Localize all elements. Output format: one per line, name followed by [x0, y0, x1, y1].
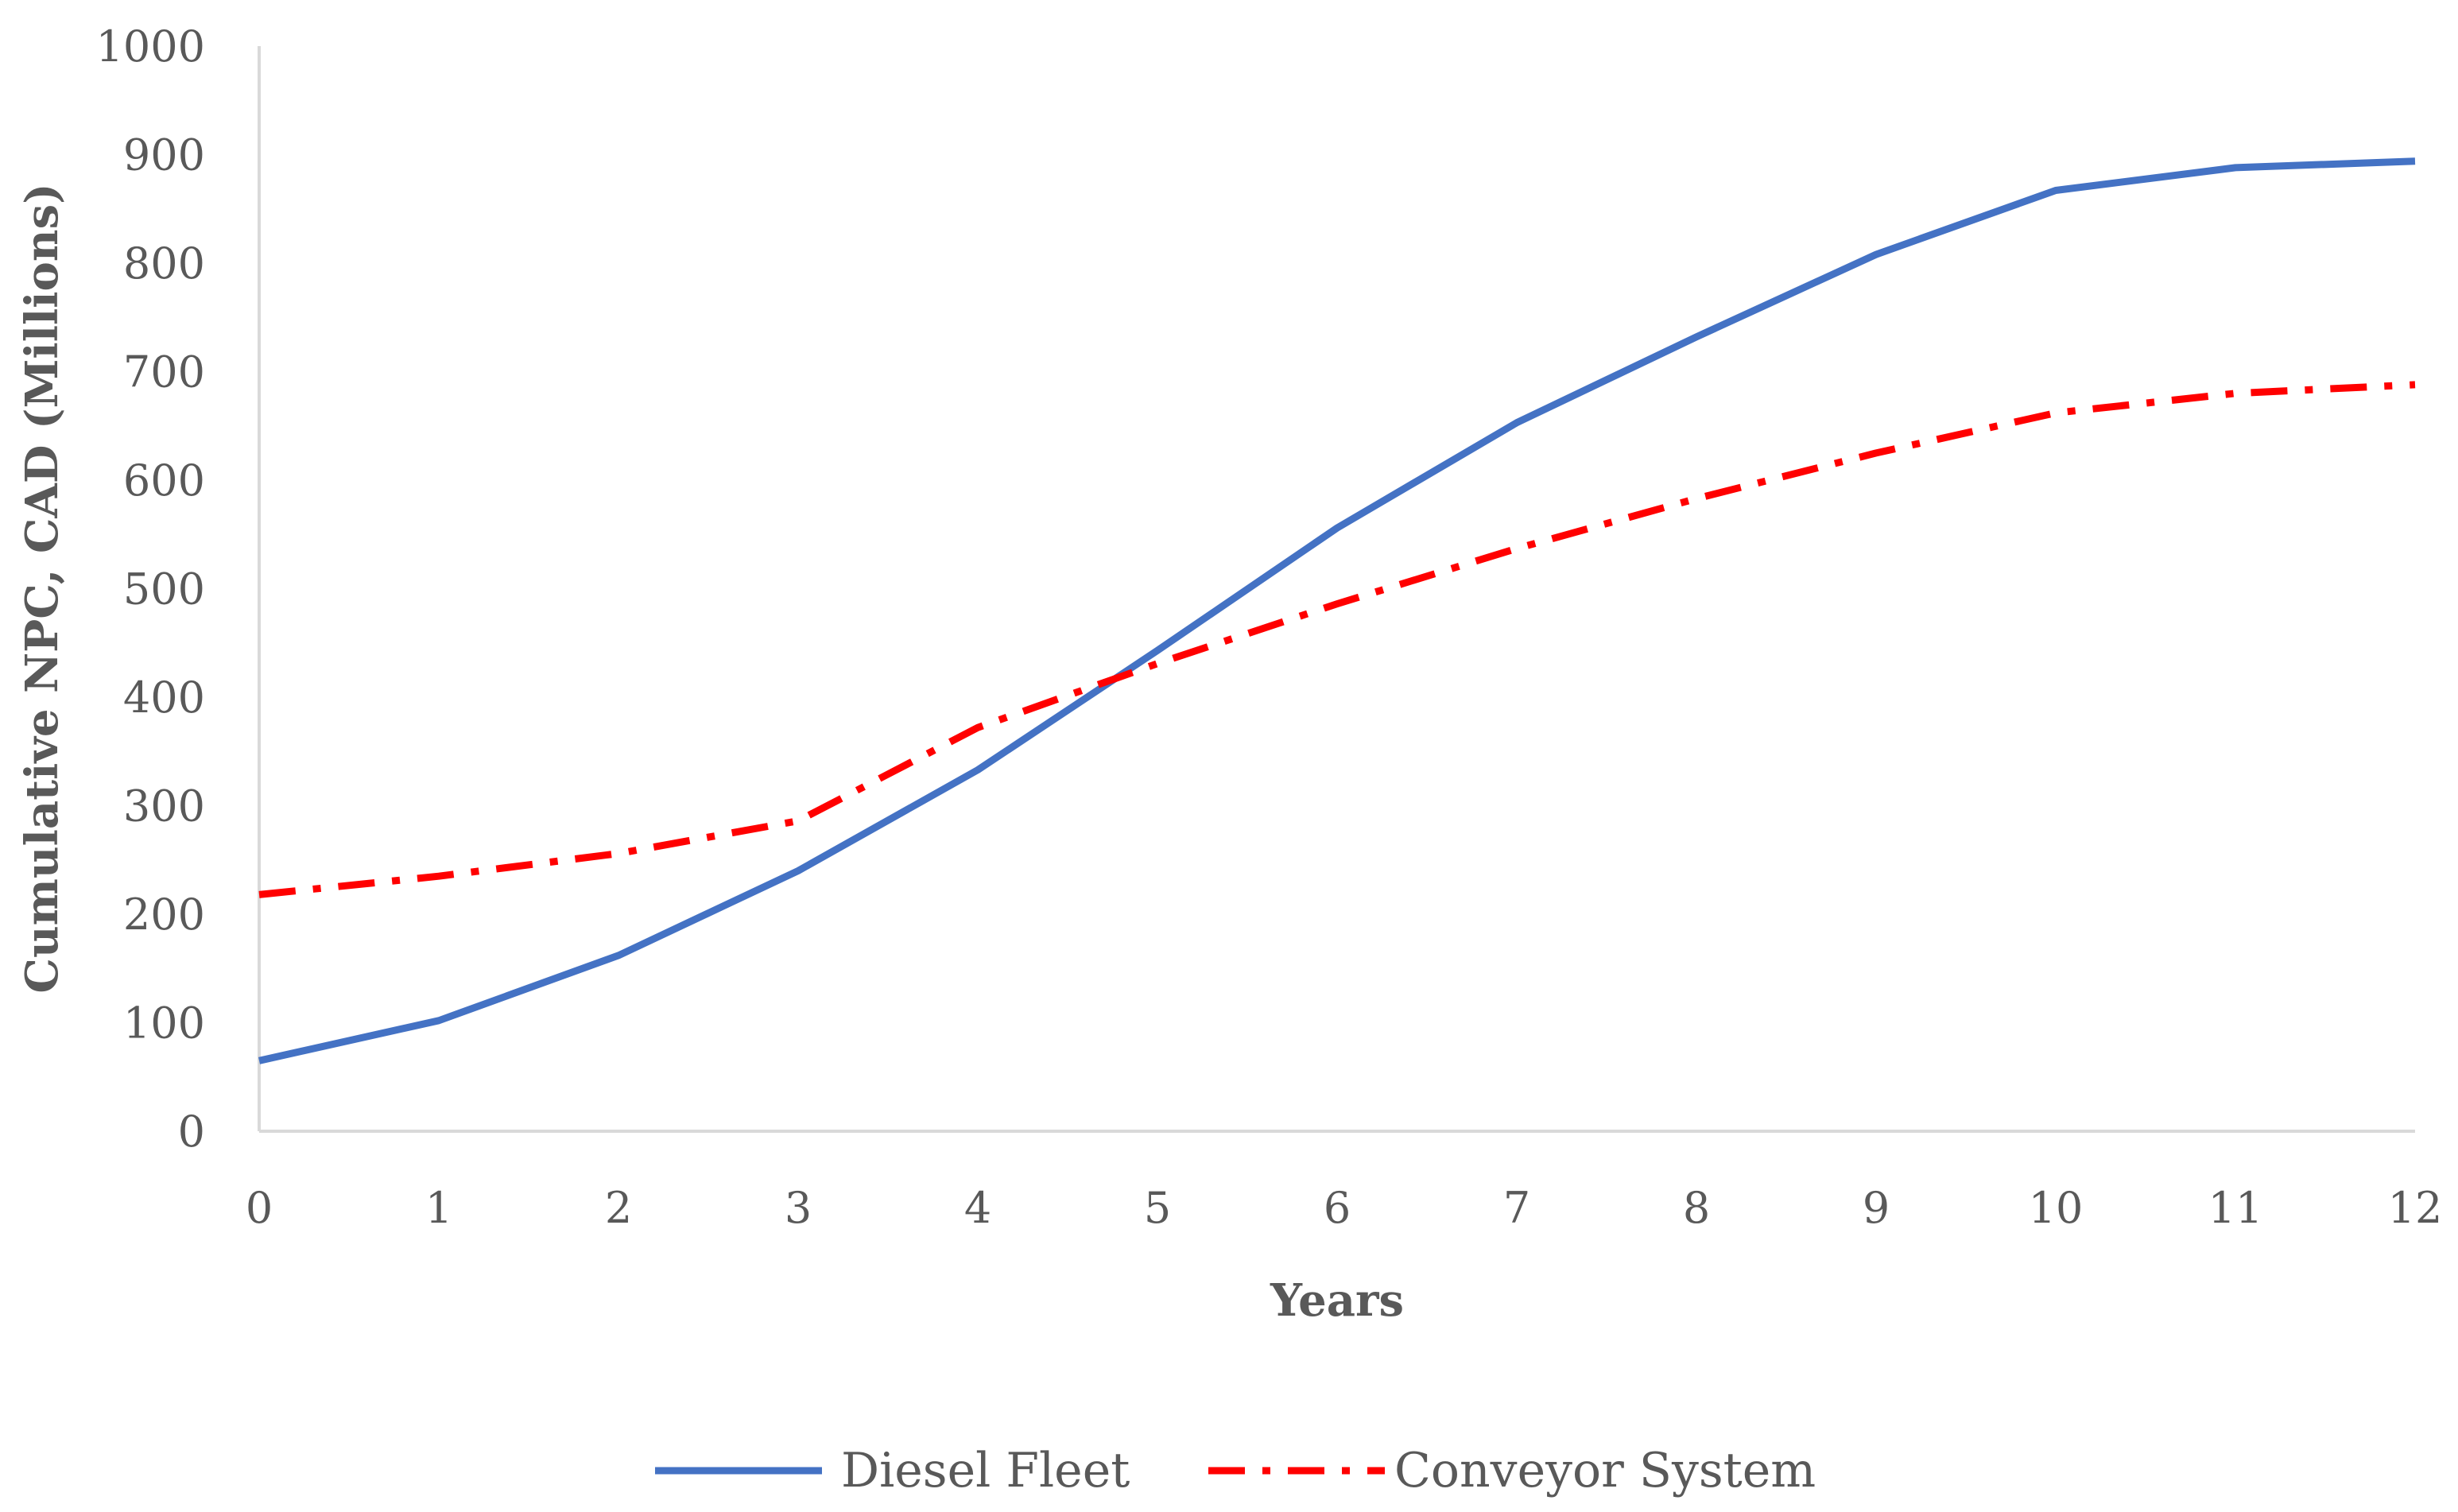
x-tick-label: 2 — [605, 1183, 632, 1233]
y-tick-label: 300 — [123, 781, 205, 832]
series-layer — [258, 157, 2416, 1064]
x-tick-label: 1 — [425, 1183, 452, 1233]
y-tick-label: 500 — [123, 564, 205, 614]
y-tick-label: 800 — [123, 238, 205, 289]
x-tick-label: 8 — [1683, 1183, 1710, 1233]
y-tick-label: 100 — [123, 998, 205, 1049]
x-tick-label: 0 — [246, 1183, 273, 1233]
y-tick-label: 400 — [123, 673, 205, 723]
y-tick-label: 600 — [123, 456, 205, 506]
x-tick-label: 7 — [1503, 1183, 1530, 1233]
x-tick-label: 12 — [2388, 1183, 2443, 1233]
y-tick-label: 200 — [123, 890, 205, 940]
x-tick-label: 9 — [1863, 1183, 1890, 1233]
y-axis-title: Cumulative NPC, CAD (Millions) — [16, 183, 68, 993]
x-tick-label: 5 — [1144, 1183, 1171, 1233]
x-tick-label: 10 — [2029, 1183, 2084, 1233]
y-tick-label: 900 — [123, 130, 205, 180]
y-tick-labels: 0 100 200 300 400 500 600 700 800 900 1000 — [96, 21, 205, 1157]
x-tick-labels: 0 1 2 3 4 5 6 7 8 9 10 11 12 — [246, 1183, 2443, 1233]
y-tick-label: 0 — [178, 1107, 205, 1157]
series-line-conveyor-system — [258, 381, 2416, 898]
legend: Diesel Fleet Conveyor System — [655, 1443, 1816, 1498]
series-line-diesel-fleet — [258, 157, 2416, 1064]
x-axis-title: Years — [1270, 1274, 1404, 1327]
legend-label-conveyor-system: Conveyor System — [1394, 1443, 1816, 1498]
y-tick-label: 700 — [123, 347, 205, 397]
x-tick-label: 6 — [1324, 1183, 1351, 1233]
legend-label-diesel-fleet: Diesel Fleet — [841, 1443, 1130, 1498]
y-tick-label: 1000 — [96, 21, 205, 72]
x-tick-label: 3 — [785, 1183, 812, 1233]
x-tick-label: 11 — [2208, 1183, 2263, 1233]
axes — [258, 46, 2415, 1133]
x-tick-label: 4 — [964, 1183, 991, 1233]
